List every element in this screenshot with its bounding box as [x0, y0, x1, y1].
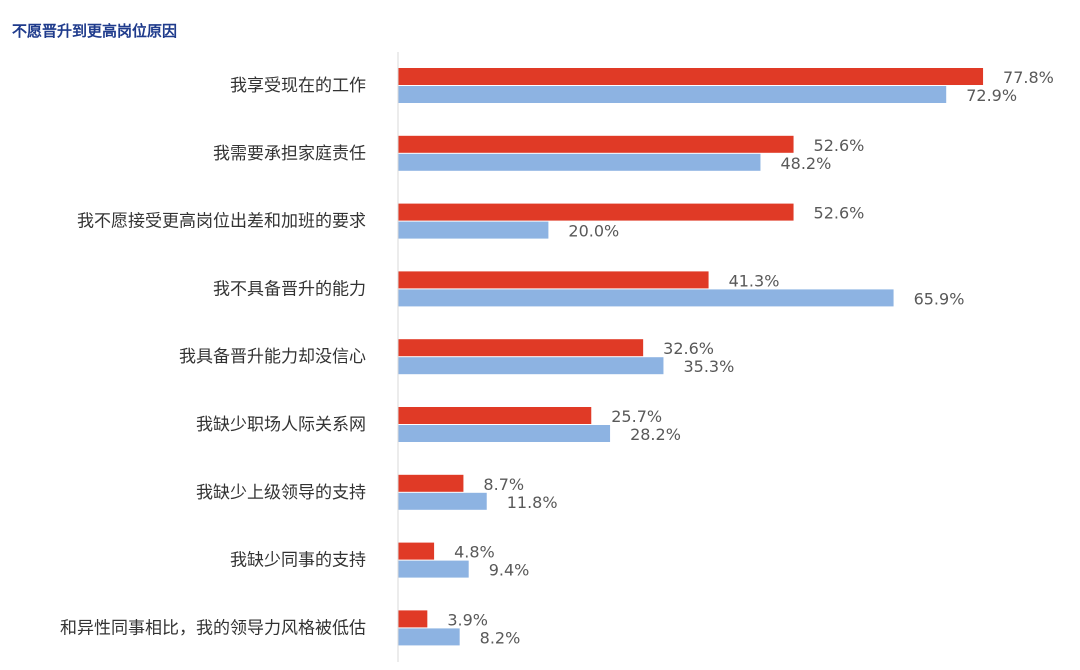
labels-group: 我享受现在的工作 77.8%72.9%我需要承担家庭责任 52.6%48.2%我不愿…	[60, 68, 1054, 647]
value-label: 25.7%	[611, 407, 662, 426]
value-label: 28.2%	[630, 425, 681, 444]
bar-series-1	[398, 68, 984, 85]
bar-series-1	[398, 407, 592, 424]
value-label: 65.9%	[914, 289, 965, 308]
chart-title: 不愿晋升到更高岗位原因	[12, 22, 178, 40]
value-label: 20.0%	[568, 222, 619, 241]
value-label: 72.9%	[966, 86, 1017, 105]
category-label: 我不具备晋升的能力	[213, 279, 366, 299]
bar-series-1	[398, 474, 464, 492]
value-label: 3.9%	[447, 610, 488, 629]
value-label: 11.8%	[507, 493, 558, 512]
value-label: 48.2%	[780, 154, 831, 173]
category-label: 我缺少同事的支持	[230, 551, 366, 571]
bar-series-2	[398, 628, 460, 646]
category-label: 我不愿接受更高岗位出差和加班的要求	[77, 212, 366, 232]
bar-series-2	[398, 425, 611, 442]
bar-series-2	[398, 86, 947, 103]
bar-series-2	[398, 289, 894, 307]
value-label: 32.6%	[663, 339, 714, 358]
category-label: 我缺少职场人际关系网	[196, 415, 366, 435]
bar-series-1	[398, 610, 428, 628]
category-label: 我享受现在的工作	[230, 76, 366, 96]
value-label: 52.6%	[814, 204, 865, 223]
bar-series-2	[398, 492, 487, 510]
value-label: 4.8%	[454, 543, 495, 562]
bars-group	[398, 68, 984, 646]
category-label: 和异性同事相比，我的领导力风格被低估	[60, 618, 366, 638]
value-label: 8.2%	[480, 628, 521, 647]
category-label: 我需要承担家庭责任	[213, 144, 366, 164]
bar-series-2	[398, 560, 469, 578]
bar-series-1	[398, 271, 709, 289]
value-label: 77.8%	[1003, 68, 1054, 87]
value-label: 52.6%	[814, 136, 865, 155]
bar-series-2	[398, 357, 664, 375]
category-label: 我缺少上级领导的支持	[196, 483, 366, 503]
bar-series-1	[398, 203, 794, 221]
category-label: 我具备晋升能力却没信心	[179, 347, 366, 367]
bar-series-1	[398, 542, 435, 560]
value-label: 8.7%	[483, 475, 524, 494]
bar-series-2	[398, 221, 549, 239]
value-label: 9.4%	[489, 561, 530, 580]
bar-series-2	[398, 153, 761, 171]
bar-series-1	[398, 339, 644, 357]
value-label: 35.3%	[683, 357, 734, 376]
bar-series-1	[398, 135, 794, 153]
value-label: 41.3%	[729, 271, 780, 290]
